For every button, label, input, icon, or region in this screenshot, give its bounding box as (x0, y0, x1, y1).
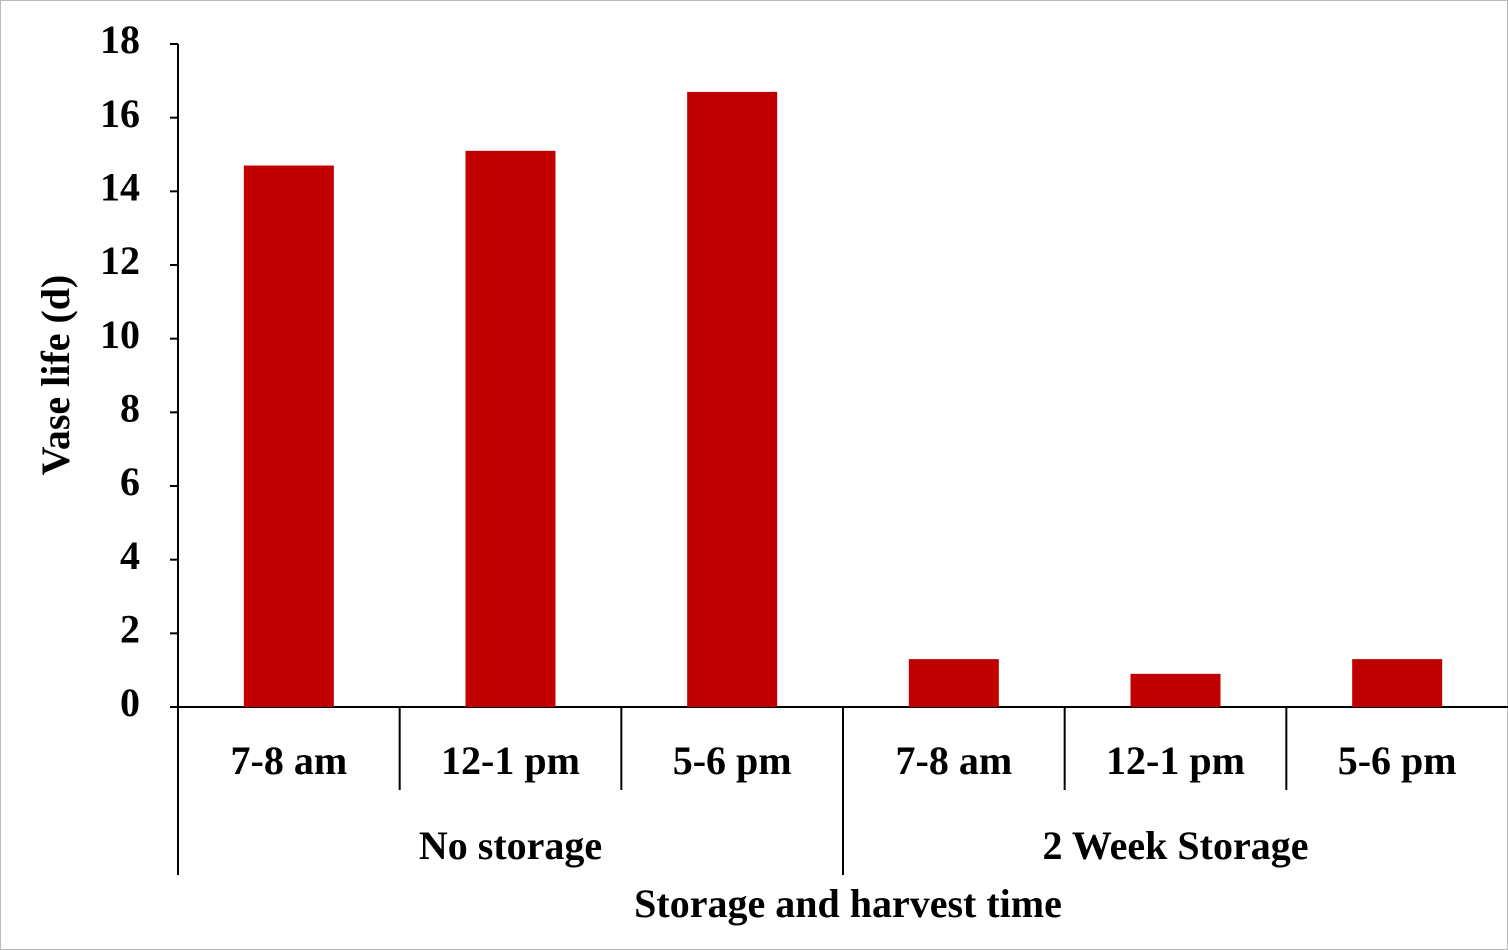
x-axis-title: Storage and harvest time (634, 881, 1062, 926)
x-tick-label: 5-6 pm (1338, 738, 1457, 783)
x-tick-label: 5-6 pm (673, 738, 792, 783)
y-tick-label: 12 (100, 238, 140, 283)
bar (243, 165, 334, 708)
x-tick-label: 7-8 am (896, 738, 1013, 783)
group-label: 2 Week Storage (1043, 823, 1309, 868)
y-tick-label: 6 (120, 459, 140, 504)
bar (687, 91, 778, 708)
y-tick-label: 10 (100, 312, 140, 357)
y-tick-label: 4 (120, 533, 140, 578)
y-tick-label: 14 (100, 165, 140, 210)
x-tick-label: 7-8 am (231, 738, 348, 783)
group-label: No storage (419, 823, 602, 868)
bar (1352, 659, 1443, 707)
x-tick-label: 12-1 pm (1106, 738, 1245, 783)
bar (908, 659, 999, 707)
y-tick-label: 0 (120, 680, 140, 725)
bar (465, 150, 556, 708)
y-tick-label: 8 (120, 386, 140, 431)
y-tick-label: 16 (100, 91, 140, 136)
y-tick-label: 18 (100, 17, 140, 62)
x-tick-label: 12-1 pm (441, 738, 580, 783)
y-tick-label: 2 (120, 607, 140, 652)
bar (1130, 673, 1221, 707)
y-axis-title: Vase life (d) (33, 275, 78, 476)
